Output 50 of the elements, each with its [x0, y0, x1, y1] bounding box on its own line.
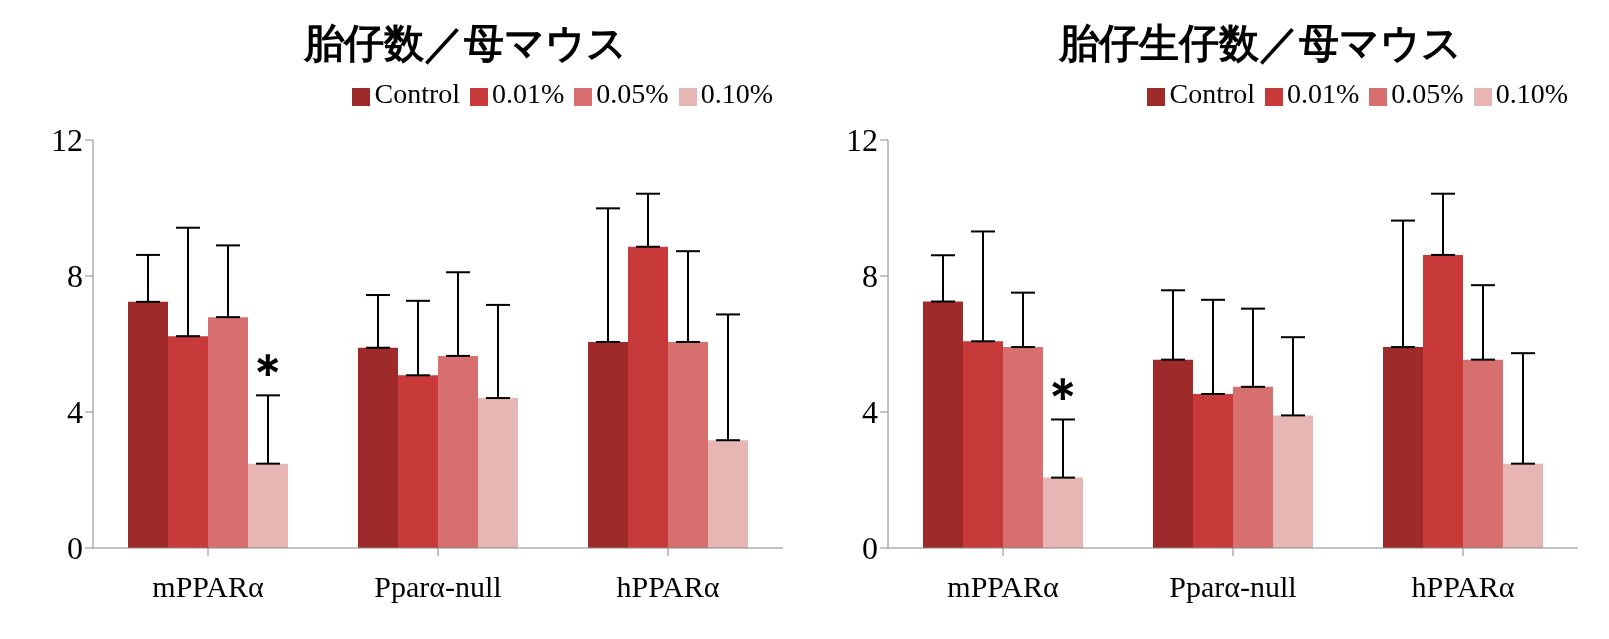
bar: [398, 375, 438, 548]
bar: [478, 398, 518, 548]
x-tick-label: mPPARα: [152, 570, 264, 604]
bar: [168, 336, 208, 548]
legend-label: 0.10%: [700, 78, 773, 109]
chart-title: 胎仔生仔数／母マウス: [1057, 19, 1463, 68]
bar: [1153, 359, 1193, 548]
bar: [1193, 393, 1233, 548]
y-tick-label: 12: [846, 122, 878, 159]
bar: [1383, 347, 1423, 548]
legend-label: Control: [1169, 78, 1256, 109]
x-tick-label: mPPARα: [947, 570, 1059, 604]
y-tick-label: 8: [67, 258, 83, 295]
y-tick-label: 0: [862, 530, 878, 567]
annotation: ＊: [1039, 367, 1087, 423]
bar: [708, 440, 748, 548]
bar: [668, 341, 708, 548]
legend-label: Control: [374, 78, 461, 109]
bar: [963, 341, 1003, 548]
bar: [1463, 359, 1503, 548]
y-tick-label: 4: [862, 394, 878, 431]
bar: [1043, 477, 1083, 548]
bar: [248, 463, 288, 548]
legend-label: 0.01%: [1287, 78, 1360, 109]
bar: [628, 246, 668, 548]
x-tick-label: hPPARα: [1411, 570, 1515, 604]
annotation: ＊: [244, 343, 292, 400]
bar: [1423, 254, 1463, 548]
bar: [438, 355, 478, 548]
y-tick-label: 0: [67, 530, 83, 567]
legend-label: 0.01%: [492, 78, 565, 109]
bar: [923, 301, 963, 548]
bar: [1273, 415, 1313, 548]
chart-title: 胎仔数／母マウス: [302, 19, 628, 68]
bar: [358, 347, 398, 548]
x-tick-label: Pparα-null: [374, 570, 502, 604]
x-tick-label: Pparα-null: [1169, 570, 1297, 604]
x-tick-label: hPPARα: [616, 570, 720, 604]
legend-label: 0.10%: [1495, 78, 1568, 109]
y-tick-label: 8: [862, 258, 878, 295]
bar: [588, 341, 628, 548]
bar: [1503, 463, 1543, 548]
y-tick-label: 12: [51, 122, 83, 159]
y-tick-label: 4: [67, 394, 83, 431]
bar: [128, 301, 168, 548]
bar: [1003, 347, 1043, 548]
legend-label: 0.05%: [596, 78, 669, 109]
bar: [1233, 386, 1273, 548]
legend-label: 0.05%: [1391, 78, 1464, 109]
bar: [208, 317, 248, 548]
